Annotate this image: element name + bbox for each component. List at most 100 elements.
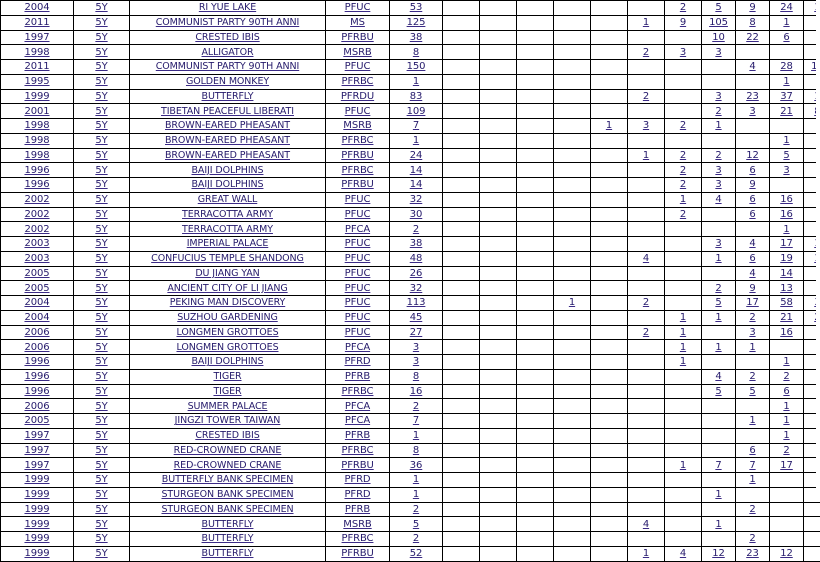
cell-v2[interactable] xyxy=(480,266,517,281)
cell-code[interactable]: MSRB xyxy=(326,119,390,134)
cell-year[interactable]: 1999 xyxy=(1,473,74,488)
cell-v9[interactable] xyxy=(736,133,770,148)
cell-v3[interactable] xyxy=(517,281,554,296)
cell-v3[interactable] xyxy=(517,251,554,266)
cell-name[interactable]: COMMUNIST PARTY 90TH ANNI xyxy=(130,15,326,30)
cell-code[interactable]: MSRB xyxy=(326,517,390,532)
cell-v4[interactable] xyxy=(554,30,591,45)
cell-v10[interactable] xyxy=(770,532,804,547)
cell-v8[interactable]: 1 xyxy=(702,340,736,355)
cell-v6[interactable]: 2 xyxy=(628,296,665,311)
cell-v10[interactable]: 3 xyxy=(770,163,804,178)
cell-v4[interactable] xyxy=(554,1,591,16)
cell-code[interactable]: PFRBU xyxy=(326,458,390,473)
cell-v1[interactable] xyxy=(443,458,480,473)
cell-v10[interactable] xyxy=(770,502,804,517)
cell-v7[interactable] xyxy=(665,369,702,384)
cell-v2[interactable] xyxy=(480,384,517,399)
cell-v9[interactable]: 1 xyxy=(736,340,770,355)
cell-term[interactable]: 5Y xyxy=(74,45,130,60)
cell-v2[interactable] xyxy=(480,281,517,296)
cell-v8[interactable]: 1 xyxy=(702,310,736,325)
cell-name[interactable]: SUZHOU GARDENING xyxy=(130,310,326,325)
cell-v4[interactable] xyxy=(554,502,591,517)
cell-v2[interactable] xyxy=(480,74,517,89)
cell-code[interactable]: PFRBC xyxy=(326,443,390,458)
cell-total[interactable]: 16 xyxy=(390,384,443,399)
cell-v4[interactable] xyxy=(554,325,591,340)
cell-v7[interactable] xyxy=(665,89,702,104)
cell-total[interactable]: 26 xyxy=(390,266,443,281)
cell-v8[interactable]: 2 xyxy=(702,281,736,296)
cell-v2[interactable] xyxy=(480,89,517,104)
cell-v8[interactable]: 3 xyxy=(702,45,736,60)
cell-year[interactable]: 2002 xyxy=(1,222,74,237)
cell-v9[interactable]: 23 xyxy=(736,89,770,104)
cell-name[interactable]: BAIJI DOLPHINS xyxy=(130,163,326,178)
cell-v1[interactable] xyxy=(443,163,480,178)
cell-v7[interactable] xyxy=(665,104,702,119)
cell-code[interactable]: PFCA xyxy=(326,414,390,429)
cell-v8[interactable]: 4 xyxy=(702,192,736,207)
cell-v5[interactable] xyxy=(591,237,628,252)
cell-term[interactable]: 5Y xyxy=(74,517,130,532)
cell-year[interactable]: 1996 xyxy=(1,178,74,193)
cell-v6[interactable] xyxy=(628,104,665,119)
cell-v4[interactable] xyxy=(554,45,591,60)
cell-year[interactable]: 2005 xyxy=(1,266,74,281)
cell-v7[interactable] xyxy=(665,399,702,414)
cell-v1[interactable] xyxy=(443,414,480,429)
cell-v7[interactable] xyxy=(665,222,702,237)
cell-v1[interactable] xyxy=(443,399,480,414)
cell-v7[interactable] xyxy=(665,251,702,266)
cell-v1[interactable] xyxy=(443,310,480,325)
cell-total[interactable]: 38 xyxy=(390,237,443,252)
cell-v10[interactable]: 58 xyxy=(770,296,804,311)
cell-v2[interactable] xyxy=(480,369,517,384)
cell-total[interactable]: 24 xyxy=(390,148,443,163)
cell-v9[interactable]: 4 xyxy=(736,266,770,281)
cell-code[interactable]: PFRBC xyxy=(326,384,390,399)
cell-v3[interactable] xyxy=(517,399,554,414)
cell-v2[interactable] xyxy=(480,532,517,547)
cell-term[interactable]: 5Y xyxy=(74,178,130,193)
cell-v1[interactable] xyxy=(443,517,480,532)
cell-total[interactable]: 48 xyxy=(390,251,443,266)
cell-v3[interactable] xyxy=(517,369,554,384)
cell-v6[interactable] xyxy=(628,502,665,517)
cell-total[interactable]: 83 xyxy=(390,89,443,104)
cell-v6[interactable] xyxy=(628,384,665,399)
cell-year[interactable]: 2011 xyxy=(1,15,74,30)
cell-v5[interactable] xyxy=(591,546,628,561)
cell-v2[interactable] xyxy=(480,517,517,532)
cell-v9[interactable]: 7 xyxy=(736,458,770,473)
cell-v3[interactable] xyxy=(517,237,554,252)
cell-term[interactable]: 5Y xyxy=(74,60,130,75)
cell-name[interactable]: CRESTED IBIS xyxy=(130,428,326,443)
cell-name[interactable]: BUTTERFLY xyxy=(130,517,326,532)
cell-v5[interactable] xyxy=(591,104,628,119)
cell-term[interactable]: 5Y xyxy=(74,266,130,281)
cell-v5[interactable] xyxy=(591,15,628,30)
cell-name[interactable]: SUMMER PALACE xyxy=(130,399,326,414)
cell-v4[interactable]: 1 xyxy=(554,296,591,311)
cell-v6[interactable] xyxy=(628,458,665,473)
cell-v9[interactable]: 17 xyxy=(736,296,770,311)
cell-v7[interactable] xyxy=(665,281,702,296)
cell-v6[interactable] xyxy=(628,237,665,252)
cell-term[interactable]: 5Y xyxy=(74,163,130,178)
cell-v10[interactable]: 1 xyxy=(770,222,804,237)
cell-v8[interactable]: 7 xyxy=(702,458,736,473)
cell-total[interactable]: 1 xyxy=(390,428,443,443)
cell-term[interactable]: 5Y xyxy=(74,325,130,340)
cell-v5[interactable] xyxy=(591,148,628,163)
cell-code[interactable]: PFCA xyxy=(326,222,390,237)
cell-code[interactable]: PFRD xyxy=(326,355,390,370)
cell-v7[interactable] xyxy=(665,60,702,75)
cell-v9[interactable]: 12 xyxy=(736,148,770,163)
